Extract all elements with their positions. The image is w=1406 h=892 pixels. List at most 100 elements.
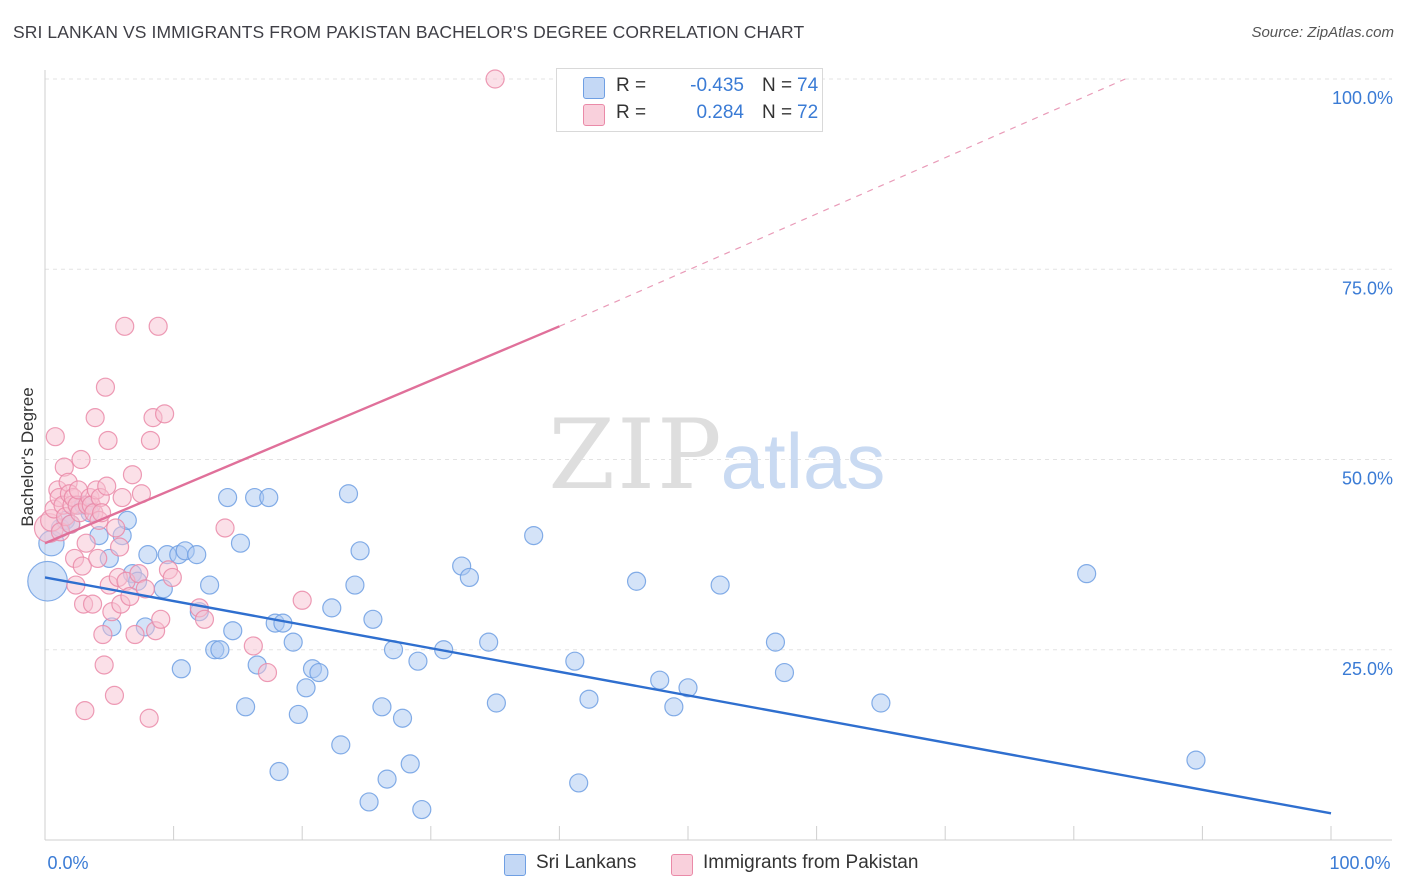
y-tick-label-1: 50.0% xyxy=(1342,469,1393,489)
y-axis-label: Bachelor's Degree xyxy=(18,387,37,527)
point-sri-lankan-63 xyxy=(569,773,589,793)
x-tick-label-100: 100.0% xyxy=(1329,853,1390,873)
point-sri-lankan-50 xyxy=(377,769,397,789)
point-sri-lankan-53 xyxy=(400,754,420,774)
point-sri-lankan-22 xyxy=(187,545,207,565)
point-pakistan-3 xyxy=(45,427,65,447)
watermark-atlas: atlas xyxy=(721,417,886,505)
point-pakistan-24 xyxy=(76,533,96,553)
point-sri-lankan-47 xyxy=(359,792,379,812)
trend-line-sri-lankans xyxy=(44,576,1332,815)
point-pakistan-48 xyxy=(112,487,132,508)
point-pakistan-49 xyxy=(115,316,135,336)
point-sri-lankan-60 xyxy=(486,693,506,713)
point-sri-lankan-30 xyxy=(236,697,256,717)
axes xyxy=(44,70,1392,841)
point-pakistan-44 xyxy=(106,518,126,538)
point-sri-lankan-48 xyxy=(363,609,383,629)
point-sri-lankan-28 xyxy=(223,621,243,641)
y-tick-label-2: 75.0% xyxy=(1342,278,1393,298)
point-sri-lankan-35 xyxy=(269,761,289,782)
stats-legend: R = -0.435 N = 74 R = 0.284 N = 72 xyxy=(556,68,823,132)
point-sri-lankan-42 xyxy=(322,598,342,618)
point-pakistan-62 xyxy=(151,609,171,629)
point-sri-lankan-45 xyxy=(345,575,365,595)
point-sri-lankan-68 xyxy=(678,678,698,698)
point-pakistan-52 xyxy=(122,465,143,485)
point-pakistan-53 xyxy=(125,624,145,645)
legend-r-value: -0.435 xyxy=(690,75,744,96)
point-pakistan-63 xyxy=(154,404,175,424)
point-sri-lankan-73 xyxy=(1077,564,1097,584)
y-tick-label-3: 100.0% xyxy=(1332,88,1393,108)
point-sri-lankan-37 xyxy=(283,632,303,652)
point-pakistan-20 xyxy=(71,449,91,470)
point-pakistan-56 xyxy=(135,579,155,599)
point-pakistan-68 xyxy=(215,518,235,538)
point-sri-lankan-61 xyxy=(524,525,544,546)
point-pakistan-28 xyxy=(82,594,103,614)
point-pakistan-61 xyxy=(148,316,168,336)
point-sri-lankan-70 xyxy=(765,632,786,652)
point-sri-lankan-58 xyxy=(459,567,479,588)
y-tick-labels: 25.0% 50.0% 75.0% 100.0% xyxy=(1332,88,1393,679)
point-pakistan-57 xyxy=(139,708,159,728)
point-pakistan-72 xyxy=(485,69,505,89)
point-pakistan-69 xyxy=(243,636,263,656)
point-sri-lankan-52 xyxy=(392,708,413,728)
point-sri-lankan-72 xyxy=(871,693,891,713)
point-sri-lankan-67 xyxy=(664,697,684,717)
y-tick-label-0: 25.0% xyxy=(1342,659,1393,679)
gridlines xyxy=(45,78,1392,651)
legend-n-label: N = xyxy=(762,102,793,123)
point-pakistan-58 xyxy=(140,430,161,451)
point-sri-lankan-54 xyxy=(408,651,428,671)
point-sri-lankan-71 xyxy=(774,662,795,683)
point-pakistan-67 xyxy=(194,609,215,629)
point-pakistan-39 xyxy=(97,476,117,496)
point-sri-lankan-69 xyxy=(710,575,730,595)
point-sri-lankan-55 xyxy=(412,799,432,820)
bottom-legend-swatch-pink xyxy=(671,854,693,876)
point-pakistan-37 xyxy=(94,655,114,675)
point-sri-lankan-43 xyxy=(331,735,351,755)
point-pakistan-40 xyxy=(98,430,118,451)
legend-swatch-blue xyxy=(583,77,605,99)
point-pakistan-70 xyxy=(257,662,278,683)
trend-line-pakistan xyxy=(44,325,560,545)
point-sri-lankan-24 xyxy=(200,575,220,595)
point-pakistan-38 xyxy=(95,377,116,397)
legend-r-label: R = xyxy=(616,102,647,123)
point-sri-lankan-65 xyxy=(626,571,647,591)
point-sri-lankan-33 xyxy=(259,487,279,508)
trend-lines xyxy=(44,78,1332,815)
legend-r-label: R = xyxy=(616,75,647,96)
watermark-zip: ZIP xyxy=(548,399,723,511)
chart-source: Source: ZipAtlas.com xyxy=(1251,24,1394,41)
point-sri-lankan-26 xyxy=(210,640,230,660)
point-pakistan-36 xyxy=(93,624,113,645)
legend-r-value: 0.284 xyxy=(696,102,744,123)
point-sri-lankan-66 xyxy=(650,670,670,690)
point-sri-lankan-16 xyxy=(138,545,158,565)
point-sri-lankan-59 xyxy=(479,632,499,652)
point-sri-lankan-38 xyxy=(288,704,308,725)
point-sri-lankan-20 xyxy=(171,659,191,679)
bottom-legend-swatch-blue xyxy=(504,854,526,876)
legend-swatch-pink xyxy=(583,104,605,126)
point-sri-lankan-29 xyxy=(230,533,251,553)
point-sri-lankan-39 xyxy=(296,678,316,698)
bottom-legend-label: Immigrants from Pakistan xyxy=(703,852,919,873)
point-pakistan-21 xyxy=(72,556,92,576)
chart-title: SRI LANKAN VS IMMIGRANTS FROM PAKISTAN B… xyxy=(13,22,805,42)
point-pakistan-46 xyxy=(109,537,130,557)
point-pakistan-23 xyxy=(75,701,95,721)
point-sri-lankan-44 xyxy=(338,484,359,504)
legend-n-label: N = xyxy=(762,75,793,96)
point-sri-lankan-49 xyxy=(372,697,392,717)
point-sri-lankan-62 xyxy=(565,651,585,671)
point-pakistan-71 xyxy=(292,590,312,610)
point-sri-lankan-41 xyxy=(309,662,329,683)
legend-n-value: 72 xyxy=(797,102,819,123)
